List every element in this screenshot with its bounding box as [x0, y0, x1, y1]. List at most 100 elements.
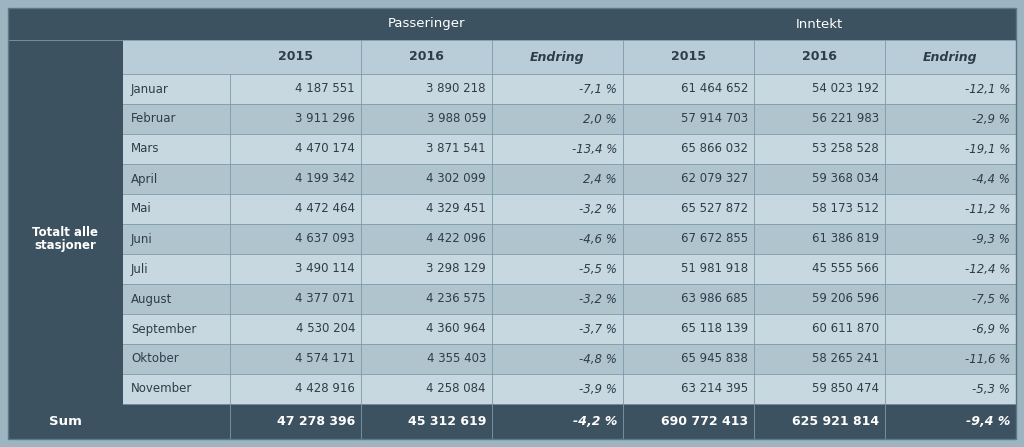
Text: 45 312 619: 45 312 619 [408, 415, 486, 428]
Text: Passeringer: Passeringer [388, 17, 465, 30]
Text: 4 637 093: 4 637 093 [295, 232, 355, 245]
Text: 65 118 139: 65 118 139 [681, 322, 748, 336]
Bar [8, 284, 123, 314]
Text: 3 890 218: 3 890 218 [427, 83, 486, 96]
Text: stasjoner: stasjoner [35, 240, 96, 253]
Text: -3,2 %: -3,2 % [580, 202, 617, 215]
Text: 4 422 096: 4 422 096 [426, 232, 486, 245]
Text: -3,2 %: -3,2 % [580, 292, 617, 305]
Text: Endring: Endring [530, 51, 585, 63]
Text: 4 472 464: 4 472 464 [295, 202, 355, 215]
Bar [230, 40, 1016, 74]
Bar [8, 344, 123, 374]
Text: -9,4 %: -9,4 % [966, 415, 1010, 428]
Text: 2,0 %: 2,0 % [584, 113, 617, 126]
Text: Mai: Mai [131, 202, 152, 215]
Text: -4,8 %: -4,8 % [580, 353, 617, 366]
Bar [8, 314, 123, 344]
Text: -19,1 %: -19,1 % [965, 143, 1010, 156]
Text: 625 921 814: 625 921 814 [792, 415, 879, 428]
Text: Oktober: Oktober [131, 353, 179, 366]
Text: 4 360 964: 4 360 964 [426, 322, 486, 336]
Text: September: September [131, 322, 197, 336]
Text: 4 187 551: 4 187 551 [295, 83, 355, 96]
Text: -7,5 %: -7,5 % [972, 292, 1010, 305]
Bar [123, 374, 1016, 404]
Text: 3 988 059: 3 988 059 [427, 113, 486, 126]
Text: -6,9 %: -6,9 % [972, 322, 1010, 336]
Text: Juli: Juli [131, 262, 148, 275]
Text: 63 214 395: 63 214 395 [681, 383, 748, 396]
Text: 4 199 342: 4 199 342 [295, 173, 355, 186]
Text: -2,9 %: -2,9 % [972, 113, 1010, 126]
Text: -11,6 %: -11,6 % [965, 353, 1010, 366]
Text: Totalt alle: Totalt alle [33, 225, 98, 239]
Text: 2016: 2016 [409, 51, 444, 63]
Text: Januar: Januar [131, 83, 169, 96]
Text: 2015: 2015 [671, 51, 706, 63]
Bar [123, 224, 1016, 254]
Text: 2,4 %: 2,4 % [584, 173, 617, 186]
Bar [8, 104, 123, 134]
Bar [8, 224, 123, 254]
Text: 59 206 596: 59 206 596 [812, 292, 879, 305]
Text: Mars: Mars [131, 143, 160, 156]
Text: -9,3 %: -9,3 % [972, 232, 1010, 245]
Text: 53 258 528: 53 258 528 [812, 143, 879, 156]
Text: 2015: 2015 [278, 51, 313, 63]
Text: 65 527 872: 65 527 872 [681, 202, 748, 215]
Bar [123, 314, 1016, 344]
Bar [8, 194, 123, 224]
Text: -12,1 %: -12,1 % [965, 83, 1010, 96]
Text: Endring: Endring [924, 51, 978, 63]
Text: 4 470 174: 4 470 174 [295, 143, 355, 156]
Text: Sum: Sum [49, 415, 82, 428]
Text: 4 355 403: 4 355 403 [427, 353, 486, 366]
Text: 3 298 129: 3 298 129 [426, 262, 486, 275]
Text: -3,9 %: -3,9 % [580, 383, 617, 396]
Text: 61 386 819: 61 386 819 [812, 232, 879, 245]
Text: Inntekt: Inntekt [796, 17, 843, 30]
Bar [123, 104, 1016, 134]
Text: 65 945 838: 65 945 838 [681, 353, 748, 366]
Text: -5,5 %: -5,5 % [580, 262, 617, 275]
Bar [8, 40, 123, 74]
Text: 4 258 084: 4 258 084 [427, 383, 486, 396]
Bar [8, 74, 123, 104]
Text: 51 981 918: 51 981 918 [681, 262, 748, 275]
Text: 54 023 192: 54 023 192 [812, 83, 879, 96]
Text: 4 428 916: 4 428 916 [295, 383, 355, 396]
Text: 62 079 327: 62 079 327 [681, 173, 748, 186]
Text: Februar: Februar [131, 113, 176, 126]
Text: 690 772 413: 690 772 413 [660, 415, 748, 428]
Bar [123, 284, 1016, 314]
Text: 3 490 114: 3 490 114 [295, 262, 355, 275]
Bar [8, 8, 1016, 40]
Text: -3,7 %: -3,7 % [580, 322, 617, 336]
Text: 63 986 685: 63 986 685 [681, 292, 748, 305]
Bar [123, 164, 1016, 194]
Bar [8, 404, 1016, 439]
Text: 2016: 2016 [802, 51, 837, 63]
Bar [8, 134, 123, 164]
Text: 4 530 204: 4 530 204 [296, 322, 355, 336]
Text: -5,3 %: -5,3 % [972, 383, 1010, 396]
Text: -4,2 %: -4,2 % [572, 415, 617, 428]
Bar [8, 164, 123, 194]
Bar [123, 344, 1016, 374]
Text: 4 574 171: 4 574 171 [295, 353, 355, 366]
Bar [8, 374, 123, 404]
Text: 59 368 034: 59 368 034 [812, 173, 879, 186]
Text: -4,4 %: -4,4 % [972, 173, 1010, 186]
Text: -13,4 %: -13,4 % [571, 143, 617, 156]
Text: 4 329 451: 4 329 451 [426, 202, 486, 215]
Text: 65 866 032: 65 866 032 [681, 143, 748, 156]
Text: 67 672 855: 67 672 855 [681, 232, 748, 245]
Text: -11,2 %: -11,2 % [965, 202, 1010, 215]
Bar [123, 194, 1016, 224]
Text: 47 278 396: 47 278 396 [276, 415, 355, 428]
Text: 58 265 241: 58 265 241 [812, 353, 879, 366]
Bar [123, 74, 1016, 104]
Text: April: April [131, 173, 159, 186]
Text: 3 871 541: 3 871 541 [426, 143, 486, 156]
